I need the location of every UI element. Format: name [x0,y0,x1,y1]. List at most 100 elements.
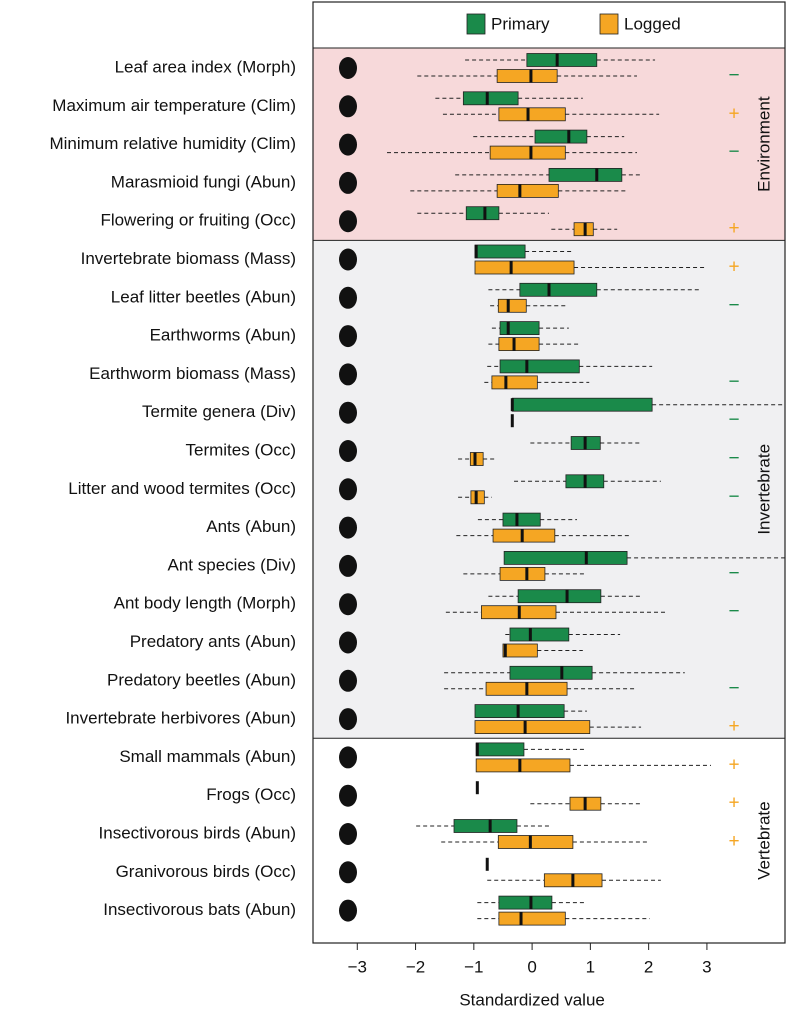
category-label: Flowering or fruiting (Occ) [100,211,296,230]
box [474,260,707,275]
effect-sign: − [728,678,739,699]
effect-sign: + [728,257,739,278]
x-tick-label: 0 [527,957,536,976]
box [416,819,552,833]
box [474,704,587,718]
box-iqr [489,145,566,160]
category-label: Minimum relative humidity (Clim) [49,134,296,153]
group-band [313,240,785,739]
box [490,298,566,313]
row-icon [339,440,357,462]
box [488,282,702,297]
category-label: Marasmioid fungi (Abun) [111,172,296,191]
plot-frame [312,1,786,944]
effect-sign: − [728,601,739,622]
category-label: Litter and wood termites (Occ) [68,479,296,498]
box-iqr [509,665,593,680]
box [417,69,637,83]
effect-sign: − [728,563,739,584]
x-tick-label: −3 [348,957,367,976]
box-iqr [496,183,559,198]
effect-sign: − [728,65,739,86]
row-icon [339,593,357,616]
box-iqr [474,244,526,259]
category-label: Earthworms (Abun) [150,326,296,345]
box [417,206,549,221]
row-icon [339,95,357,118]
box [441,835,650,849]
category-label: Insectivorous birds (Abun) [99,823,296,842]
box [442,107,660,122]
box [473,129,625,144]
box [456,528,629,543]
category-label: Leaf area index (Morph) [115,57,296,76]
category-label: Predatory ants (Abun) [130,632,296,651]
box-iqr [474,260,575,275]
x-tick-label: 2 [644,957,653,976]
box-iqr [509,627,570,642]
box-iqr [496,69,558,83]
legend-swatch [466,13,486,35]
box [465,53,656,67]
box-iqr [502,512,541,527]
row-icon [339,861,357,884]
group-label: Vertebrate [754,801,773,879]
box-iqr [498,895,553,910]
box [477,895,586,910]
box-iqr [462,91,519,106]
x-tick-label: −1 [464,957,483,976]
effect-sign: + [728,831,739,852]
category-label: Termite genera (Div) [142,402,296,421]
x-tick-label: −2 [406,957,425,976]
box-iqr [534,129,588,144]
box [445,605,667,620]
row-icon [339,133,357,156]
row-icon [339,899,357,922]
x-axis-title: Standardized value [459,990,605,1009]
box [435,91,583,106]
box [387,145,637,160]
box [551,222,618,237]
row-icon [339,171,357,194]
box-iqr [503,551,628,565]
effect-sign: + [728,754,739,775]
box [488,337,580,352]
box-iqr [497,835,574,849]
row-icon [339,746,357,769]
category-label: Ant body length (Morph) [114,594,296,613]
category-label: Granivorous birds (Occ) [116,862,296,881]
x-tick-label: 1 [586,957,595,976]
row-icon [339,286,357,309]
box [475,742,587,757]
category-label: Invertebrate biomass (Mass) [81,249,296,268]
box-iqr [502,643,538,658]
category-label: Ant species (Div) [168,555,296,574]
category-label: Insectivorous bats (Abun) [103,900,296,919]
effect-sign: + [728,716,739,737]
row-icon [339,248,357,271]
row-icon [339,784,357,807]
category-label: Small mammals (Abun) [119,747,296,766]
row-icon [339,708,357,731]
category-label: Predatory beetles (Abun) [107,670,296,689]
row-icon [339,478,357,501]
box [475,758,711,773]
box-iqr [498,337,540,352]
effect-sign: + [728,218,739,239]
effect-sign: − [728,448,739,469]
row-icon [339,401,357,424]
category-label: Earthworm biomass (Mass) [89,364,296,383]
box-iqr [498,911,566,926]
box [503,551,785,565]
category-label: Invertebrate herbivores (Abun) [65,709,296,728]
box-iqr [491,375,538,390]
group-label: Environment [754,96,773,192]
box [488,589,640,604]
box [502,643,583,658]
box-iqr [499,359,580,374]
box [484,375,590,390]
box [474,720,642,734]
row-icon [339,516,357,539]
box [530,436,640,450]
